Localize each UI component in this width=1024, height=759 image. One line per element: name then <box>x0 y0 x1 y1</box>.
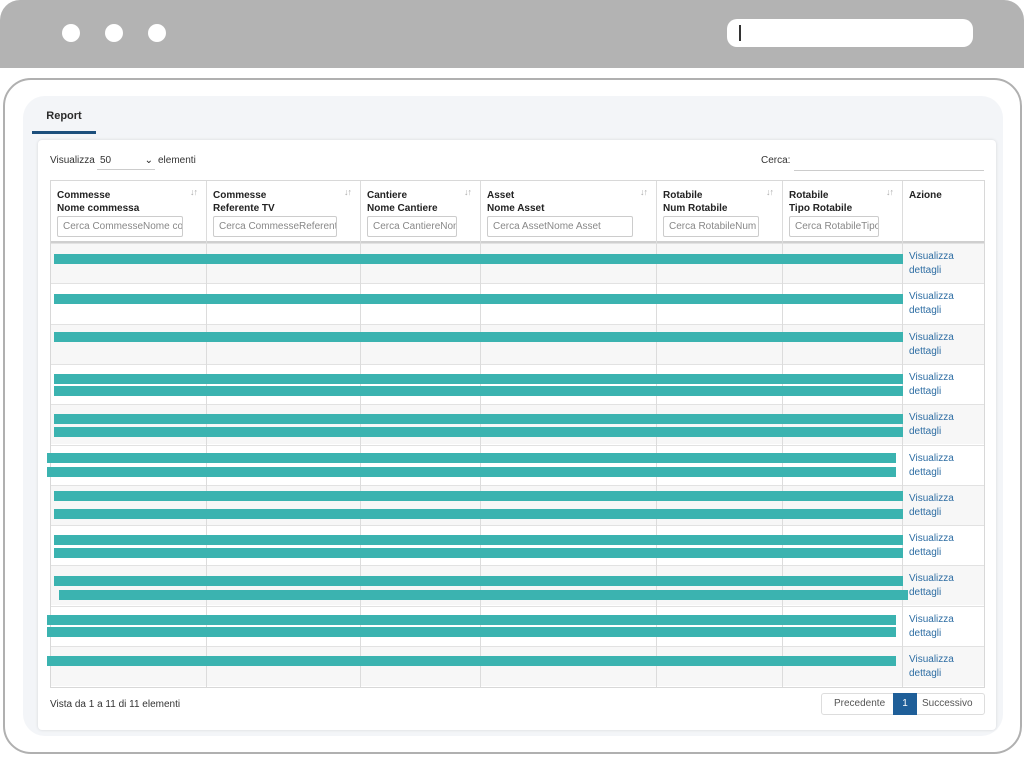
previous-page-button[interactable]: Precedente <box>834 698 886 709</box>
column-header-line2: Num Rotabile <box>663 203 728 214</box>
column-header-asset-nome[interactable]: Asset Nome Asset <box>487 189 544 215</box>
table-row: Visualizza dettagli <box>51 323 984 364</box>
redaction-bar <box>54 576 903 586</box>
sort-icon[interactable]: ↓↑ <box>190 187 198 197</box>
text-caret <box>739 25 741 41</box>
filter-rotabile-tipo[interactable]: Cerca RotabileTipo Rotabile <box>789 216 879 237</box>
column-header-line1: Rotabile <box>663 190 703 201</box>
view-details-link[interactable]: Visualizza dettagli <box>909 452 954 478</box>
column-header-rotabile-num[interactable]: Rotabile Num Rotabile <box>663 189 727 215</box>
redaction-bar <box>54 535 903 545</box>
table-row: Visualizza dettagli <box>51 404 984 445</box>
page-size-select[interactable]: 50 ⌄ <box>97 152 155 170</box>
redaction-bar <box>54 491 903 501</box>
sort-icon[interactable]: ↓↑ <box>344 187 352 197</box>
view-details-link[interactable]: Visualizza dettagli <box>909 492 954 518</box>
redaction-bar <box>47 467 896 477</box>
redaction-bar <box>59 590 908 600</box>
window-dot-1[interactable] <box>62 24 80 42</box>
column-header-line1: Rotabile <box>789 190 829 201</box>
tab-report[interactable]: Report <box>46 110 82 122</box>
redaction-bar <box>54 332 903 342</box>
view-details-link[interactable]: Visualizza dettagli <box>909 573 954 599</box>
table-row: Visualizza dettagli <box>51 444 984 485</box>
table-row: Visualizza dettagli <box>51 646 984 686</box>
table-row: Visualizza dettagli <box>51 605 984 646</box>
redaction-bar <box>47 656 896 666</box>
table-header: Commesse Nome commessa ↓↑ Cerca Commesse… <box>51 181 984 243</box>
redaction-bar <box>47 453 896 463</box>
view-details-link[interactable]: Visualizza dettagli <box>909 533 954 559</box>
redaction-bar <box>54 509 903 519</box>
redaction-bar <box>54 414 903 424</box>
address-bar[interactable] <box>727 19 973 47</box>
column-header-line2: Referente TV <box>213 203 275 214</box>
entries-label: elementi <box>158 155 196 166</box>
page-1-button[interactable]: 1 <box>893 693 917 715</box>
sort-icon[interactable]: ↓↑ <box>464 187 472 197</box>
column-header-line2: Nome Asset <box>487 203 545 214</box>
redaction-bar <box>54 548 903 558</box>
column-header-line2: Nome commessa <box>57 203 140 214</box>
view-details-link[interactable]: Visualizza dettagli <box>909 291 954 317</box>
view-details-link[interactable]: Visualizza dettagli <box>909 654 954 679</box>
table-info: Vista da 1 a 11 di 11 elementi <box>50 699 181 710</box>
redaction-bar <box>54 254 903 264</box>
view-details-link[interactable]: Visualizza dettagli <box>909 613 954 639</box>
column-header-cantiere-nome[interactable]: Cantiere Nome Cantiere <box>367 189 438 215</box>
column-header-commesse-referente[interactable]: Commesse Referente TV <box>213 189 275 215</box>
redaction-bar <box>47 627 896 637</box>
column-header-line1: Commesse <box>57 190 111 201</box>
column-header-line1: Asset <box>487 190 515 201</box>
column-header-rotabile-tipo[interactable]: Rotabile Tipo Rotabile <box>789 189 852 215</box>
filter-rotabile-num[interactable]: Cerca RotabileNum Rotabile <box>663 216 759 237</box>
filter-commesse-referente[interactable]: Cerca CommesseReferente TV <box>213 216 337 237</box>
table-row: Visualizza dettagli <box>51 525 984 566</box>
filter-commesse-nome[interactable]: Cerca CommesseNome commessa <box>57 216 183 237</box>
redaction-bar <box>47 615 896 625</box>
search-label: Cerca: <box>761 155 791 166</box>
column-header-commesse-nome[interactable]: Commesse Nome commessa <box>57 189 139 215</box>
tab-active-indicator <box>32 131 96 134</box>
column-header-line2: Tipo Rotabile <box>789 203 853 214</box>
window-dot-3[interactable] <box>148 24 166 42</box>
window-dot-2[interactable] <box>105 24 123 42</box>
column-header-azione: Azione <box>909 189 942 202</box>
redaction-bar <box>54 294 903 304</box>
view-details-link[interactable]: Visualizza dettagli <box>909 412 954 438</box>
show-label: Visualizza <box>50 155 95 166</box>
column-header-line1: Azione <box>909 190 942 201</box>
sort-icon[interactable]: ↓↑ <box>766 187 774 197</box>
redaction-bar <box>54 374 903 384</box>
view-details-link[interactable]: Visualizza dettagli <box>909 251 954 276</box>
column-header-line1: Cantiere <box>367 190 408 201</box>
view-details-link[interactable]: Visualizza dettagli <box>909 371 954 397</box>
redaction-bar <box>54 386 903 396</box>
redaction-bar <box>54 427 903 437</box>
view-details-link[interactable]: Visualizza dettagli <box>909 331 954 357</box>
page-size-value: 50 <box>100 155 112 166</box>
pagination: Precedente 1 Successivo <box>821 693 985 715</box>
sort-icon[interactable]: ↓↑ <box>886 187 894 197</box>
browser-toolbar <box>0 0 1024 68</box>
filter-asset-nome[interactable]: Cerca AssetNome Asset <box>487 216 633 237</box>
column-header-line1: Commesse <box>213 190 267 201</box>
chevron-down-icon: ⌄ <box>144 155 153 166</box>
search-input[interactable] <box>794 151 984 171</box>
column-header-line2: Nome Cantiere <box>367 203 438 214</box>
next-page-button[interactable]: Successivo <box>922 698 973 709</box>
sort-icon[interactable]: ↓↑ <box>640 187 648 197</box>
